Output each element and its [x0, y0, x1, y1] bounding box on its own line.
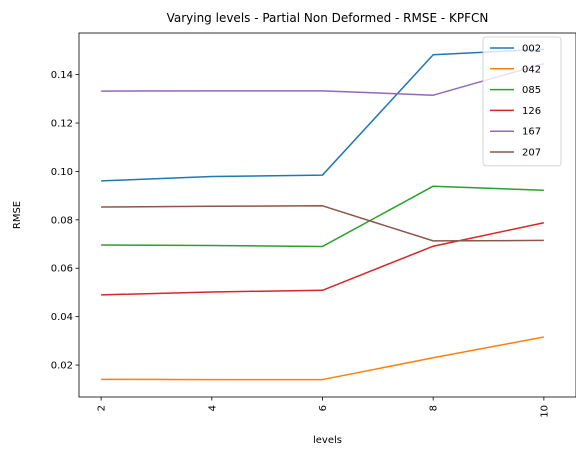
x-axis-label: levels: [313, 435, 342, 446]
legend-label-207: 207: [522, 148, 541, 159]
y-tick-label: 0.12: [51, 119, 73, 130]
x-tick-label: 8: [429, 405, 440, 411]
y-tick-label: 0.14: [51, 70, 73, 81]
y-axis-label: RMSE: [12, 201, 23, 229]
legend-label-167: 167: [522, 127, 541, 138]
x-axis: 2 4 6 8 10: [97, 397, 550, 418]
series-line-085: [101, 185, 544, 248]
y-tick-label: 0.08: [51, 215, 73, 226]
y-tick-label: 0.10: [51, 167, 73, 178]
series-line-207: [101, 205, 544, 242]
legend-label-002: 002: [522, 44, 541, 55]
chart-title: Varying levels - Partial Non Deformed - …: [167, 11, 489, 25]
series-line-126: [101, 222, 545, 296]
series-layer: [101, 48, 545, 381]
y-tick-label: 0.06: [51, 264, 73, 275]
x-tick-label: 10: [539, 405, 550, 418]
series-line-042: [101, 336, 544, 381]
legend-box: [482, 36, 562, 167]
series-line-167: [101, 63, 545, 96]
x-tick-label: 4: [207, 405, 218, 411]
y-tick-label: 0.04: [51, 312, 73, 323]
series-line-002: [101, 48, 544, 182]
y-axis: 0.02 0.04 0.06 0.08 0.10 0.12 0.14: [51, 70, 79, 372]
legend-label-042: 042: [522, 64, 541, 75]
x-tick-label: 2: [97, 405, 108, 411]
legend: 002 042 085 126 167 207: [482, 36, 562, 167]
y-tick-label: 0.02: [51, 361, 73, 372]
legend-label-126: 126: [522, 106, 541, 117]
legend-label-085: 085: [522, 85, 541, 96]
plot-frame: [78, 32, 576, 398]
x-tick-label: 6: [318, 405, 329, 411]
